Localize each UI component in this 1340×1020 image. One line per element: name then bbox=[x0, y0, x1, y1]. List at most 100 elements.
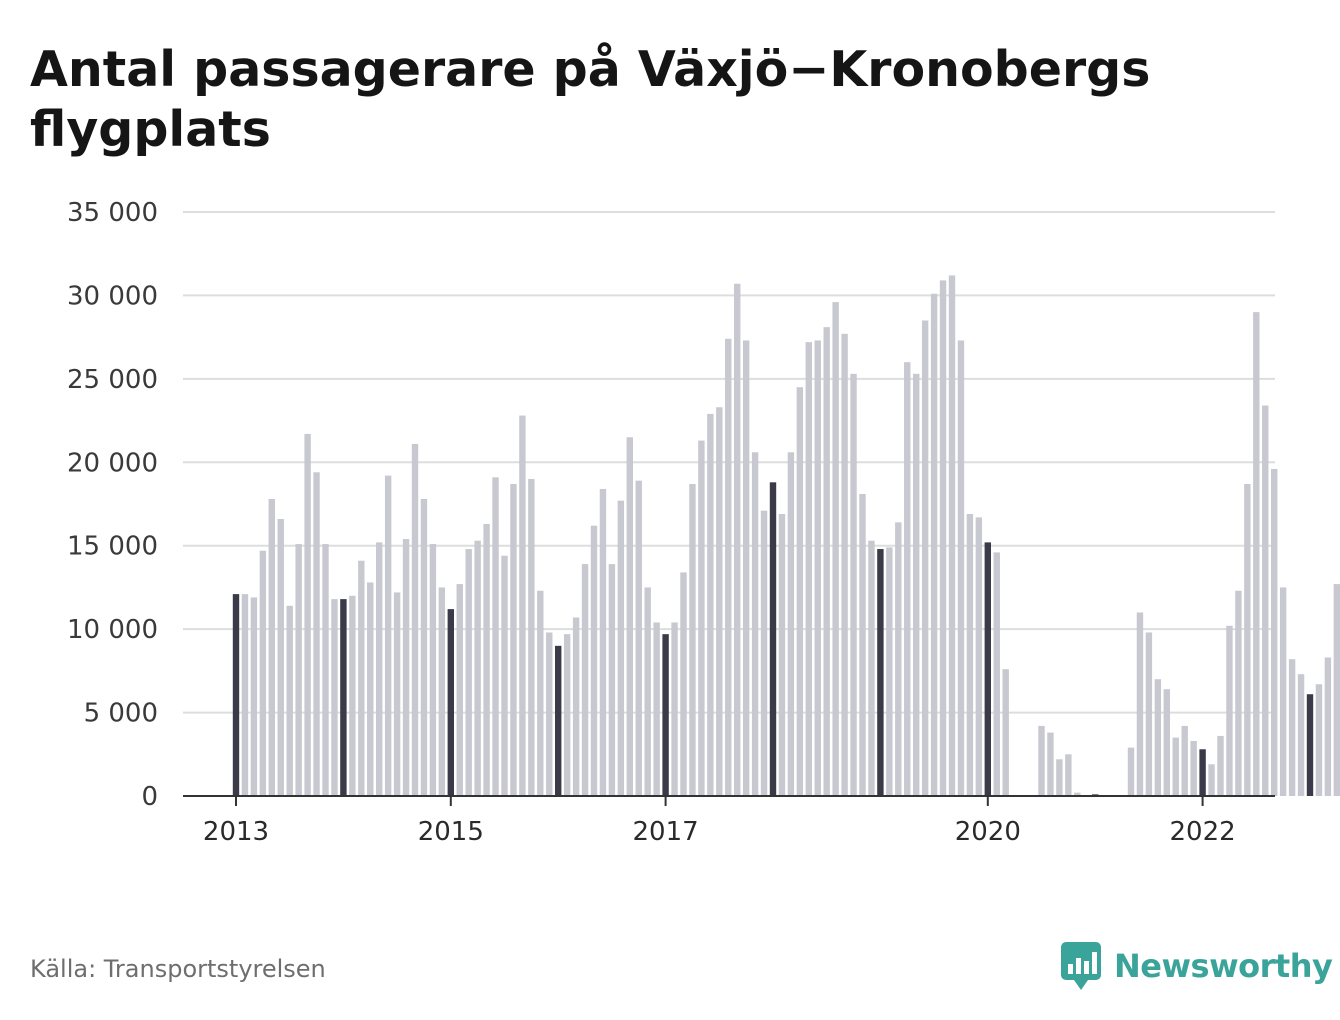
bar-2014-12 bbox=[438, 587, 446, 796]
y-axis-ticks: 0 5 000 10 000 15 000 20 000 25 000 30 000 35 0… bbox=[67, 198, 158, 812]
newsworthy-logo-icon bbox=[1061, 942, 1101, 990]
bar-2015-03 bbox=[465, 549, 472, 796]
bar-2019-02 bbox=[886, 547, 893, 796]
bar-2018-07 bbox=[823, 327, 830, 796]
bar-2014-08 bbox=[402, 539, 410, 796]
bar-2018-08 bbox=[832, 302, 839, 796]
bar-2016-11 bbox=[644, 587, 651, 796]
bar-2018-06 bbox=[814, 340, 821, 796]
bar-2016-09 bbox=[626, 437, 633, 796]
bar-2014-11 bbox=[429, 544, 437, 796]
bar-2016-04 bbox=[581, 564, 589, 796]
bar-2017-07 bbox=[716, 407, 723, 796]
bar-2014-06 bbox=[384, 475, 392, 796]
bar-2013-12 bbox=[331, 599, 338, 796]
bar-2022-01 bbox=[1199, 749, 1206, 796]
brand-logo: Newsworthy bbox=[1060, 940, 1333, 992]
bar-2016-08 bbox=[617, 500, 625, 796]
bar-2017-04 bbox=[689, 483, 696, 796]
bar-2022-07 bbox=[1253, 312, 1260, 796]
bar-2013-03 bbox=[250, 597, 258, 796]
bar-2017-03 bbox=[680, 572, 687, 796]
bar-2015-05 bbox=[483, 524, 490, 796]
bar-2019-03 bbox=[895, 522, 902, 796]
bar-2022-06 bbox=[1244, 483, 1251, 796]
y-tick-label: 10 000 bbox=[67, 615, 158, 645]
bar-2014-07 bbox=[393, 592, 401, 796]
bar-2023-02 bbox=[1315, 684, 1323, 796]
bar-2013-07 bbox=[286, 605, 293, 796]
bar-2022-11 bbox=[1288, 659, 1296, 796]
bar-2021-11 bbox=[1181, 725, 1188, 796]
bar-2016-03 bbox=[572, 617, 580, 796]
bar-2017-08 bbox=[725, 338, 732, 796]
bar-2023-04 bbox=[1333, 584, 1340, 796]
bar-2020-07 bbox=[1038, 725, 1045, 796]
y-tick-label: 35 000 bbox=[67, 198, 158, 228]
y-tick-label: 0 bbox=[141, 782, 158, 812]
y-tick-label: 30 000 bbox=[67, 281, 158, 311]
bar-2018-01 bbox=[769, 482, 777, 796]
bar-2016-10 bbox=[635, 480, 642, 796]
bar-2020-03 bbox=[1002, 669, 1009, 796]
bar-2021-09 bbox=[1163, 689, 1170, 796]
bar-2015-11 bbox=[537, 590, 544, 796]
bar-2017-05 bbox=[698, 440, 705, 796]
bar-2023-03 bbox=[1324, 657, 1332, 796]
source-note: Källa: Transportstyrelsen bbox=[30, 955, 326, 983]
bar-2018-10 bbox=[850, 373, 857, 796]
bar-2022-04 bbox=[1226, 625, 1233, 796]
y-tick-label: 20 000 bbox=[67, 448, 158, 478]
bar-2022-10 bbox=[1279, 587, 1287, 796]
bar-2015-07 bbox=[501, 555, 508, 796]
chart-title: Antal passagerare på Växjö−Kronobergs fl… bbox=[30, 41, 1151, 158]
bar-2015-06 bbox=[492, 477, 499, 796]
x-tick-label: 2013 bbox=[203, 817, 269, 847]
bar-2013-09 bbox=[304, 433, 311, 796]
bar-2013-11 bbox=[322, 544, 329, 796]
bar-2020-02 bbox=[993, 552, 1000, 796]
bar-2013-04 bbox=[259, 550, 267, 796]
bar-2021-10 bbox=[1172, 737, 1179, 796]
bar-2018-04 bbox=[796, 387, 804, 796]
bar-2023-01 bbox=[1306, 694, 1314, 796]
bar-2016-06 bbox=[599, 488, 607, 796]
bar-2019-07 bbox=[930, 293, 938, 796]
bar-2016-05 bbox=[590, 525, 598, 796]
bar-2019-01 bbox=[877, 549, 884, 796]
bar-2022-05 bbox=[1235, 590, 1242, 796]
bar-2014-02 bbox=[349, 595, 356, 796]
bar-2014-03 bbox=[358, 560, 365, 796]
bar-2015-08 bbox=[510, 483, 517, 796]
bar-2017-02 bbox=[671, 622, 678, 796]
bar-2019-08 bbox=[939, 280, 947, 796]
bar-2016-02 bbox=[563, 634, 571, 796]
bar-2017-12 bbox=[760, 510, 768, 796]
bars bbox=[232, 275, 1340, 796]
bar-2020-09 bbox=[1056, 759, 1063, 796]
bar-2019-12 bbox=[975, 517, 983, 796]
bar-2014-04 bbox=[367, 582, 374, 796]
bar-2016-01 bbox=[555, 645, 562, 796]
bar-2018-12 bbox=[868, 540, 875, 796]
x-tick-label: 2022 bbox=[1170, 817, 1236, 847]
x-axis-ticks: 201320152017202020222024 bbox=[203, 796, 1236, 847]
bar-2014-05 bbox=[376, 542, 383, 796]
bar-2019-10 bbox=[957, 340, 965, 796]
bar-2019-09 bbox=[948, 275, 956, 796]
bar-2021-05 bbox=[1127, 747, 1135, 796]
bar-2017-09 bbox=[734, 283, 741, 796]
bar-2022-08 bbox=[1262, 405, 1269, 796]
bar-2018-02 bbox=[778, 514, 786, 796]
bar-2017-10 bbox=[742, 340, 750, 796]
bar-2018-09 bbox=[841, 333, 848, 796]
bar-2013-10 bbox=[313, 472, 320, 796]
x-tick-label: 2015 bbox=[418, 817, 484, 847]
y-tick-label: 15 000 bbox=[67, 532, 158, 562]
bar-2013-01 bbox=[232, 594, 240, 796]
bar-2019-04 bbox=[904, 362, 911, 796]
bar-2013-05 bbox=[268, 498, 275, 796]
bar-2015-12 bbox=[546, 632, 553, 796]
bar-2020-01 bbox=[984, 542, 991, 796]
